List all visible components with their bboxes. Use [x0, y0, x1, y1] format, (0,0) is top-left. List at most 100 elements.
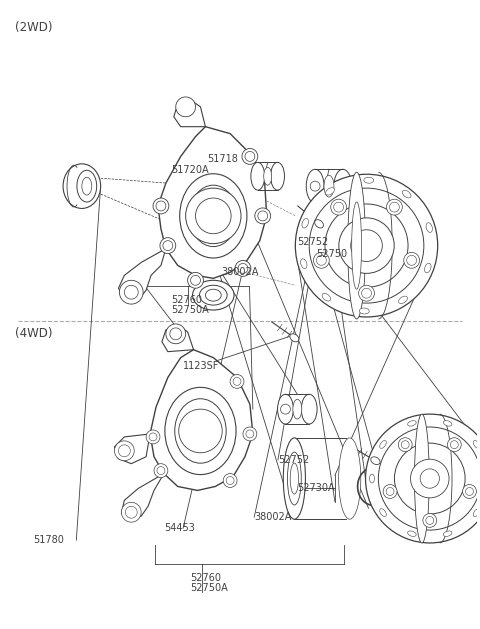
- Ellipse shape: [408, 421, 416, 426]
- Circle shape: [195, 198, 231, 234]
- Ellipse shape: [402, 190, 411, 198]
- Circle shape: [186, 188, 241, 243]
- Circle shape: [334, 202, 344, 212]
- Circle shape: [383, 484, 397, 498]
- Circle shape: [466, 487, 473, 496]
- Polygon shape: [158, 126, 267, 278]
- Ellipse shape: [444, 421, 452, 426]
- Ellipse shape: [322, 293, 331, 301]
- Circle shape: [339, 218, 394, 274]
- Ellipse shape: [473, 509, 480, 516]
- Circle shape: [407, 255, 417, 265]
- Text: 51718: 51718: [207, 154, 238, 164]
- Circle shape: [309, 188, 424, 303]
- Ellipse shape: [251, 162, 264, 190]
- Ellipse shape: [290, 334, 299, 342]
- Circle shape: [243, 427, 257, 441]
- Circle shape: [242, 148, 258, 164]
- Polygon shape: [150, 350, 253, 491]
- Circle shape: [120, 281, 143, 304]
- Text: 51720A: 51720A: [171, 165, 209, 175]
- Circle shape: [245, 152, 255, 162]
- Text: 52760: 52760: [171, 295, 202, 305]
- Text: (2WD): (2WD): [14, 21, 52, 34]
- Circle shape: [280, 404, 290, 414]
- Ellipse shape: [77, 170, 96, 202]
- Ellipse shape: [425, 263, 431, 273]
- Ellipse shape: [371, 457, 380, 465]
- Circle shape: [316, 255, 326, 265]
- Circle shape: [359, 286, 374, 301]
- Circle shape: [386, 487, 394, 496]
- Text: (4WD): (4WD): [14, 326, 52, 340]
- Ellipse shape: [63, 164, 101, 208]
- Circle shape: [351, 230, 383, 262]
- Text: 52750: 52750: [316, 249, 347, 259]
- Ellipse shape: [82, 177, 92, 195]
- Ellipse shape: [283, 438, 305, 519]
- Ellipse shape: [324, 175, 334, 197]
- Ellipse shape: [473, 440, 480, 448]
- Circle shape: [149, 433, 157, 441]
- Circle shape: [361, 288, 372, 298]
- Circle shape: [246, 430, 254, 438]
- Circle shape: [420, 469, 439, 488]
- Text: 52760: 52760: [190, 572, 221, 582]
- Circle shape: [163, 241, 173, 250]
- Ellipse shape: [175, 399, 226, 463]
- Circle shape: [398, 438, 412, 452]
- Ellipse shape: [348, 172, 366, 319]
- Circle shape: [235, 260, 251, 276]
- Circle shape: [191, 276, 201, 286]
- Text: 38002A: 38002A: [221, 267, 258, 277]
- Circle shape: [226, 477, 234, 484]
- Text: 52730A: 52730A: [297, 483, 335, 493]
- Text: 1123SF: 1123SF: [183, 360, 219, 370]
- Circle shape: [238, 264, 248, 274]
- Text: 52752: 52752: [278, 455, 309, 465]
- Ellipse shape: [300, 259, 307, 269]
- Ellipse shape: [180, 174, 247, 258]
- Ellipse shape: [200, 286, 227, 305]
- Circle shape: [230, 374, 244, 388]
- Circle shape: [389, 202, 399, 212]
- Circle shape: [166, 324, 186, 343]
- Circle shape: [386, 199, 402, 215]
- Ellipse shape: [165, 387, 236, 474]
- Circle shape: [255, 208, 271, 224]
- Ellipse shape: [444, 531, 452, 537]
- Circle shape: [366, 414, 480, 543]
- Circle shape: [156, 201, 166, 211]
- Ellipse shape: [190, 185, 237, 247]
- Text: 51780: 51780: [34, 535, 64, 545]
- Ellipse shape: [315, 220, 324, 228]
- Circle shape: [313, 252, 329, 268]
- Text: 38002A: 38002A: [254, 512, 292, 522]
- Circle shape: [450, 441, 458, 448]
- Circle shape: [401, 441, 409, 448]
- Ellipse shape: [380, 509, 386, 516]
- Polygon shape: [121, 474, 164, 520]
- Circle shape: [426, 516, 434, 525]
- Circle shape: [423, 513, 437, 527]
- Text: 52750A: 52750A: [190, 582, 228, 593]
- Ellipse shape: [398, 296, 408, 304]
- Ellipse shape: [370, 474, 374, 483]
- Circle shape: [121, 503, 141, 522]
- Ellipse shape: [271, 162, 285, 190]
- Circle shape: [114, 441, 134, 460]
- Circle shape: [157, 467, 165, 474]
- Ellipse shape: [301, 394, 317, 424]
- Circle shape: [310, 181, 320, 191]
- Ellipse shape: [339, 438, 361, 519]
- Circle shape: [447, 438, 461, 452]
- Circle shape: [331, 199, 347, 215]
- Ellipse shape: [380, 440, 386, 448]
- Ellipse shape: [205, 289, 221, 301]
- Circle shape: [188, 272, 204, 288]
- Circle shape: [410, 459, 449, 498]
- Circle shape: [170, 328, 182, 340]
- Circle shape: [119, 445, 130, 457]
- Ellipse shape: [414, 414, 429, 543]
- Ellipse shape: [408, 531, 416, 537]
